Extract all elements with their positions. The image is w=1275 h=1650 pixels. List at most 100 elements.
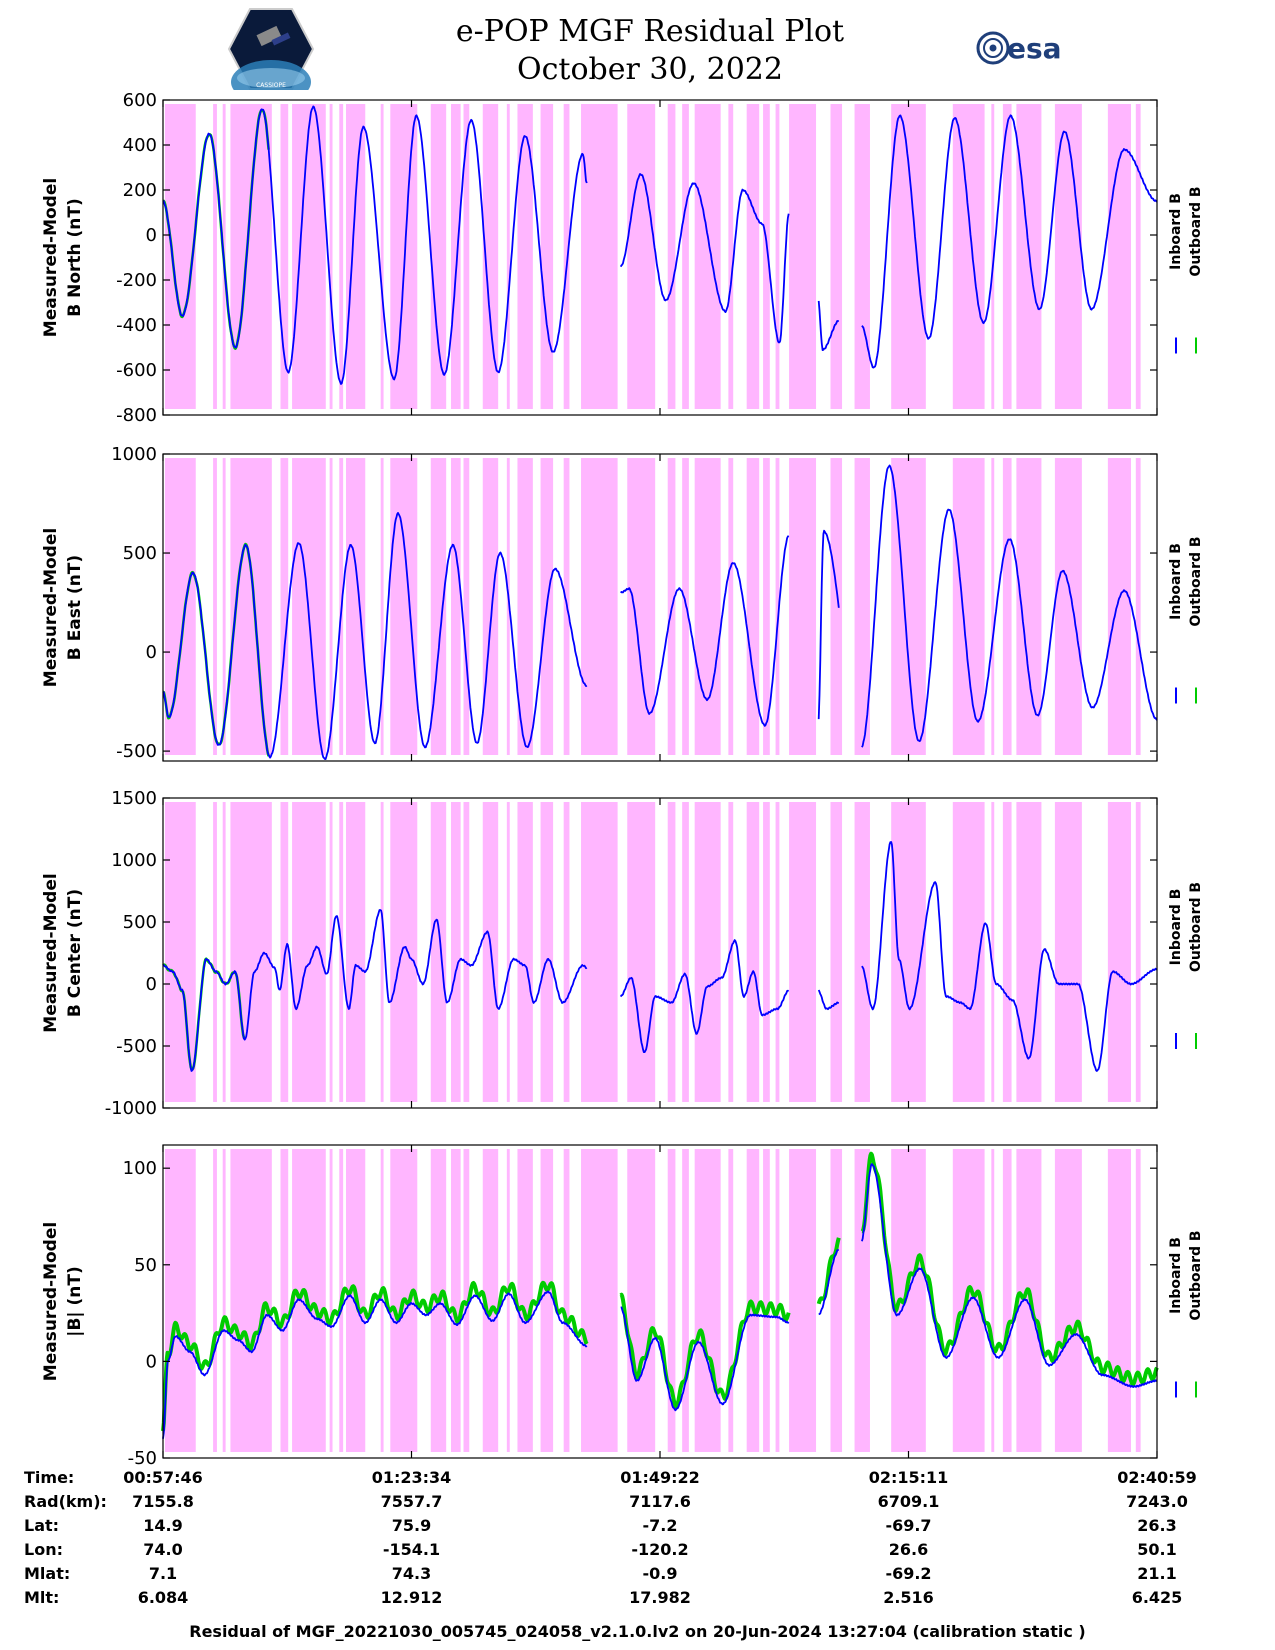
ephemeris-value-5-6: 6.425 <box>1132 1588 1183 1607</box>
ephemeris-value-1-4: 74.0 <box>143 1540 182 1559</box>
y-tick-label-1-4: -200 <box>116 270 157 291</box>
shaded-interval-3-11 <box>390 802 418 1102</box>
legend-outboard-label-2: Outboard B <box>1188 536 1204 626</box>
shaded-interval-2-10 <box>380 458 384 755</box>
shaded-interval-3-27 <box>763 802 770 1102</box>
ephemeris-label-2: Rad(km): <box>24 1492 107 1511</box>
ephemeris-label-6: Mlt: <box>24 1588 59 1607</box>
ephemeris-value-3-3: -7.2 <box>643 1516 678 1535</box>
shaded-interval-4-4 <box>230 1149 272 1452</box>
shaded-interval-2-9 <box>346 458 366 755</box>
ephemeris-value-5-2: 7243.0 <box>1126 1492 1188 1511</box>
shaded-interval-4-5 <box>280 1149 289 1452</box>
shaded-interval-3-37 <box>1054 802 1082 1102</box>
shaded-interval-3-24 <box>694 802 721 1102</box>
shaded-interval-4-3 <box>222 1149 226 1452</box>
shaded-interval-1-39 <box>1135 104 1141 409</box>
shaded-interval-1-8 <box>339 104 344 409</box>
ephemeris-value-2-6: 12.912 <box>381 1588 443 1607</box>
shaded-interval-3-22 <box>667 802 676 1102</box>
ephemeris-value-1-5: 7.1 <box>149 1564 177 1583</box>
shaded-interval-2-33 <box>952 458 985 755</box>
shaded-interval-1-13 <box>450 104 461 409</box>
shaded-interval-2-35 <box>1002 458 1012 755</box>
shaded-interval-1-29 <box>789 104 817 409</box>
shaded-interval-1-27 <box>763 104 770 409</box>
shaded-interval-2-3 <box>222 458 226 755</box>
shaded-interval-4-29 <box>789 1149 817 1452</box>
shaded-interval-4-22 <box>667 1149 676 1452</box>
esa-logo: esa <box>976 31 1062 65</box>
shaded-interval-4-16 <box>506 1149 510 1452</box>
ephemeris-value-1-3: 14.9 <box>143 1516 182 1535</box>
legend-inboard-label-2: Inboard B <box>1168 543 1184 620</box>
shaded-interval-1-25 <box>728 104 734 409</box>
shaded-interval-3-21 <box>627 802 656 1102</box>
y-tick-label-3-6: 1500 <box>111 788 157 809</box>
shaded-interval-2-20 <box>581 458 618 755</box>
y-axis-label-line1-1: Measured-Model <box>41 178 61 337</box>
shaded-interval-1-38 <box>1107 104 1131 409</box>
shaded-interval-4-7 <box>329 1149 333 1452</box>
shaded-interval-3-28 <box>775 802 780 1102</box>
ephemeris-value-4-4: 26.6 <box>889 1540 928 1559</box>
shaded-interval-2-4 <box>230 458 272 755</box>
shaded-interval-3-13 <box>450 802 461 1102</box>
shaded-interval-1-1 <box>164 104 196 409</box>
shaded-interval-3-39 <box>1135 802 1141 1102</box>
shaded-interval-2-24 <box>694 458 721 755</box>
y-tick-label-1-2: -600 <box>116 360 157 381</box>
shaded-interval-4-35 <box>1002 1149 1012 1452</box>
shaded-interval-1-35 <box>1002 104 1012 409</box>
shaded-interval-3-16 <box>506 802 510 1102</box>
shaded-interval-2-14 <box>463 458 470 755</box>
shaded-interval-2-36 <box>1016 458 1042 755</box>
shaded-interval-1-31 <box>854 104 870 409</box>
shaded-interval-1-5 <box>280 104 289 409</box>
y-tick-label-1-6: 200 <box>123 180 157 201</box>
shaded-interval-1-19 <box>563 104 570 409</box>
ephemeris-value-2-1: 01:23:34 <box>372 1468 452 1487</box>
y-tick-label-1-3: -400 <box>116 315 157 336</box>
ephemeris-value-5-1: 02:40:59 <box>1117 1468 1197 1487</box>
ephemeris-label-3: Lat: <box>24 1516 59 1535</box>
shaded-interval-1-16 <box>506 104 510 409</box>
shaded-interval-3-9 <box>346 802 366 1102</box>
shaded-interval-1-22 <box>667 104 676 409</box>
shaded-interval-4-15 <box>482 1149 499 1452</box>
shaded-interval-1-28 <box>775 104 780 409</box>
shaded-interval-3-35 <box>1002 802 1012 1102</box>
logo-caption: CASSIOPE <box>256 82 286 89</box>
y-tick-label-3-2: -500 <box>116 1036 157 1057</box>
y-axis-label-line1-3: Measured-Model <box>41 873 61 1032</box>
shaded-interval-1-10 <box>380 104 384 409</box>
ephemeris-value-2-4: -154.1 <box>383 1540 440 1559</box>
y-tick-label-3-3: 0 <box>146 974 157 995</box>
y-tick-label-2-3: 500 <box>123 543 157 564</box>
shaded-interval-2-1 <box>164 458 196 755</box>
inboard-series-line-3 <box>162 841 1158 1072</box>
ephemeris-value-4-5: -69.2 <box>885 1564 931 1583</box>
shaded-interval-3-23 <box>682 802 689 1102</box>
shaded-interval-1-21 <box>627 104 656 409</box>
shaded-interval-1-33 <box>952 104 985 409</box>
shaded-interval-1-15 <box>482 104 499 409</box>
shaded-interval-4-19 <box>563 1149 570 1452</box>
shaded-interval-1-12 <box>430 104 447 409</box>
shaded-interval-3-20 <box>581 802 618 1102</box>
y-tick-label-4-1: -50 <box>128 1448 157 1469</box>
shaded-interval-4-38 <box>1107 1149 1131 1452</box>
chart-date: October 30, 2022 <box>517 52 783 87</box>
shaded-interval-1-32 <box>891 104 926 409</box>
shaded-interval-1-2 <box>213 104 217 409</box>
shaded-interval-3-18 <box>540 802 554 1102</box>
chart-title: e-POP MGF Residual Plot <box>455 14 845 49</box>
shaded-interval-2-30 <box>830 458 843 755</box>
legend-inboard-label-3: Inboard B <box>1168 889 1184 966</box>
shaded-interval-3-2 <box>213 802 217 1102</box>
satellite-icon <box>256 25 282 47</box>
shaded-interval-2-2 <box>213 458 217 755</box>
ephemeris-label-4: Lon: <box>24 1540 63 1559</box>
y-axis-label-line1-4: Measured-Model <box>41 1222 61 1381</box>
shaded-interval-3-29 <box>789 802 817 1102</box>
